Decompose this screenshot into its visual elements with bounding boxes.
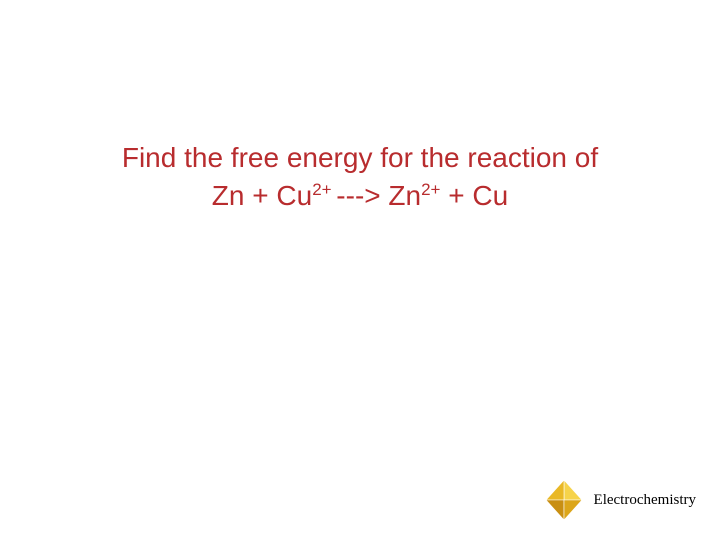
eq-suffix: + Cu xyxy=(440,180,508,211)
eq-sup2: 2+ xyxy=(421,180,440,199)
title-equation: Zn + Cu2+ ---> Zn2+ + Cu xyxy=(0,178,720,214)
octahedron-icon xyxy=(542,478,586,522)
slide: Find the free energy for the reaction of… xyxy=(0,0,720,540)
footer-label: Electrochemistry xyxy=(594,492,696,509)
eq-prefix: Zn + Cu xyxy=(212,180,312,211)
title-block: Find the free energy for the reaction of… xyxy=(0,140,720,215)
footer: Electrochemistry xyxy=(542,478,696,522)
title-line-1: Find the free energy for the reaction of xyxy=(0,140,720,176)
eq-arrow: ---> xyxy=(336,180,388,211)
eq-mid: Zn xyxy=(388,180,421,211)
eq-sup1: 2+ xyxy=(312,180,336,199)
